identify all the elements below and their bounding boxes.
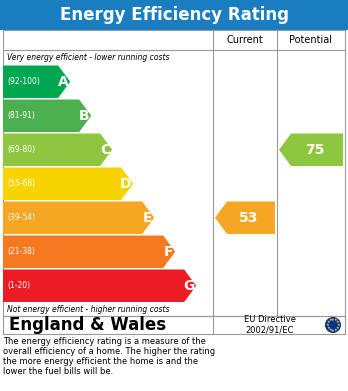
Text: EU Directive
2002/91/EC: EU Directive 2002/91/EC: [244, 315, 296, 335]
Text: Very energy efficient - lower running costs: Very energy efficient - lower running co…: [7, 52, 169, 61]
Text: ★: ★: [331, 317, 335, 321]
Text: 75: 75: [305, 143, 325, 157]
Text: ★: ★: [336, 320, 340, 324]
Text: ★: ★: [329, 318, 332, 322]
Text: ★: ★: [329, 328, 332, 332]
Polygon shape: [3, 235, 175, 268]
Text: Energy Efficiency Rating: Energy Efficiency Rating: [60, 6, 288, 24]
Bar: [3, 316, 345, 334]
Bar: [3, 30, 345, 316]
Text: (69-80): (69-80): [7, 145, 35, 154]
Polygon shape: [3, 133, 112, 166]
Text: Not energy efficient - higher running costs: Not energy efficient - higher running co…: [7, 305, 169, 314]
Text: (92-100): (92-100): [7, 77, 40, 86]
Text: lower the fuel bills will be.: lower the fuel bills will be.: [3, 367, 113, 376]
Text: England & Wales: England & Wales: [9, 316, 166, 334]
Text: ★: ★: [326, 320, 330, 324]
Text: E: E: [143, 211, 152, 225]
Text: Potential: Potential: [290, 35, 332, 45]
Text: ★: ★: [337, 323, 340, 327]
Polygon shape: [3, 201, 154, 234]
Text: the more energy efficient the home is and the: the more energy efficient the home is an…: [3, 357, 198, 366]
Polygon shape: [3, 99, 91, 132]
Text: ★: ★: [326, 323, 329, 327]
Text: A: A: [57, 75, 68, 89]
Text: ★: ★: [326, 326, 330, 330]
Polygon shape: [3, 167, 133, 200]
Text: 53: 53: [239, 211, 259, 225]
Text: ★: ★: [334, 318, 338, 322]
Text: D: D: [120, 177, 131, 191]
Text: (21-38): (21-38): [7, 247, 35, 256]
Bar: [0, 0, 348, 30]
Text: F: F: [164, 245, 173, 259]
Text: overall efficiency of a home. The higher the rating: overall efficiency of a home. The higher…: [3, 347, 215, 356]
Circle shape: [325, 317, 341, 333]
Text: (81-91): (81-91): [7, 111, 35, 120]
Text: (55-68): (55-68): [7, 179, 35, 188]
Text: The energy efficiency rating is a measure of the: The energy efficiency rating is a measur…: [3, 337, 206, 346]
Text: B: B: [79, 109, 89, 123]
Text: C: C: [100, 143, 110, 157]
Polygon shape: [279, 133, 343, 166]
Polygon shape: [3, 66, 70, 98]
Text: (39-54): (39-54): [7, 213, 35, 222]
Text: (1-20): (1-20): [7, 281, 30, 290]
Text: G: G: [183, 279, 194, 293]
Polygon shape: [3, 269, 196, 302]
Text: ★: ★: [331, 328, 335, 332]
Polygon shape: [215, 201, 275, 234]
Text: ★: ★: [334, 328, 338, 332]
Text: Current: Current: [227, 35, 263, 45]
Text: ★: ★: [336, 326, 340, 330]
